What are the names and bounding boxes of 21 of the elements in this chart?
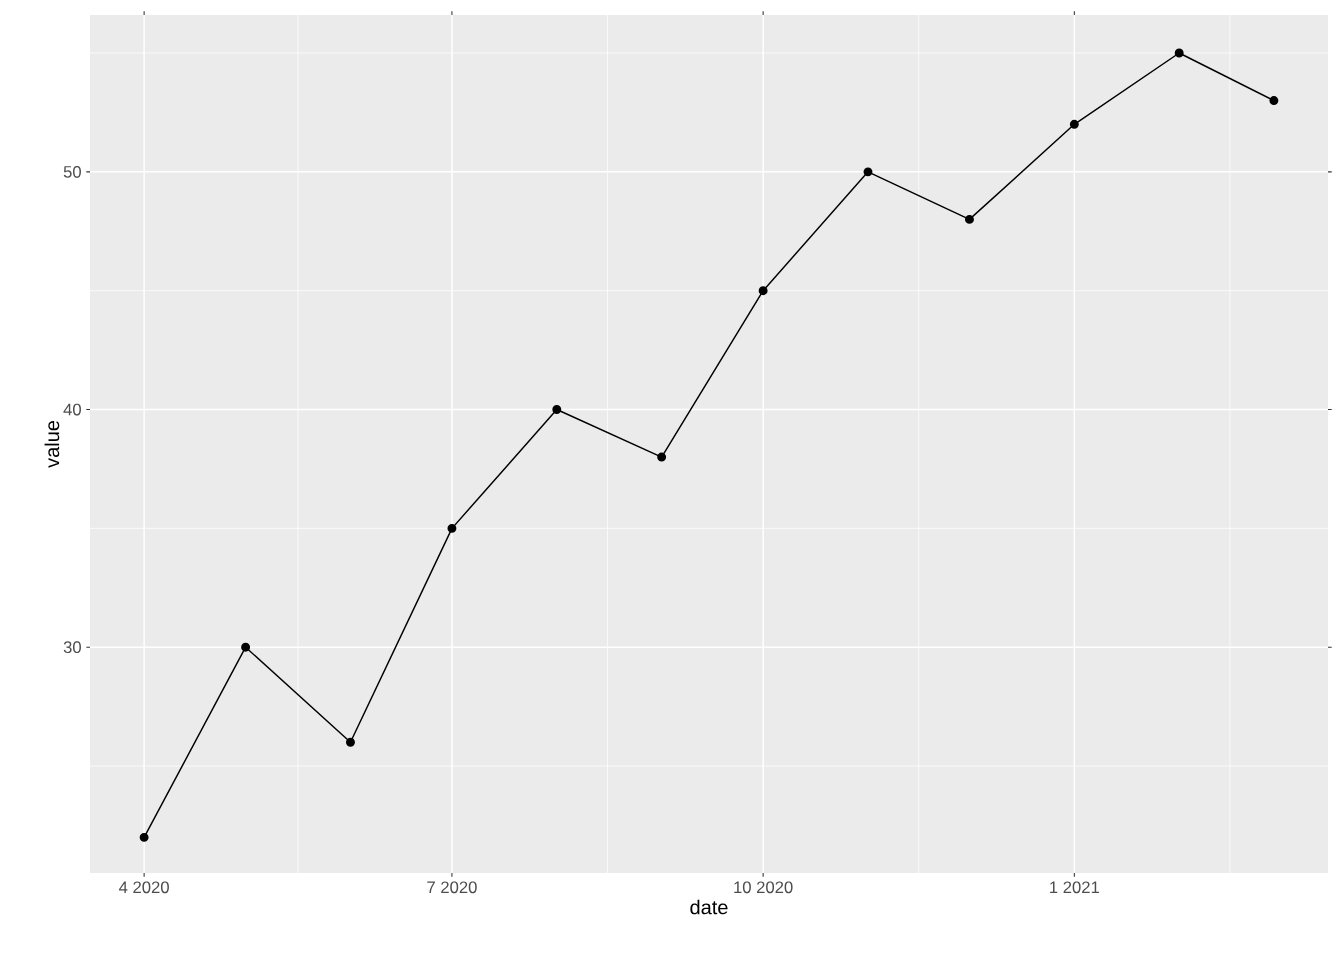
point <box>965 214 974 224</box>
y-tick-label: 50 <box>63 165 81 178</box>
point <box>1069 119 1079 129</box>
point <box>657 452 667 462</box>
x-tick-label: 4 2020 <box>119 881 169 894</box>
x-axis-title: date <box>690 899 728 915</box>
x-tick-label: 7 2020 <box>427 881 477 894</box>
y-tick-label: 40 <box>63 403 81 416</box>
point <box>863 167 873 177</box>
point <box>1269 96 1279 106</box>
point <box>1174 48 1184 58</box>
point <box>345 737 355 747</box>
x-tick-label: 10 2020 <box>734 881 793 894</box>
point <box>447 523 457 533</box>
point <box>241 642 251 652</box>
x-tick-label: 1 2021 <box>1050 881 1099 894</box>
point <box>552 405 562 414</box>
y-axis-title: value <box>44 420 60 468</box>
point <box>139 832 149 842</box>
y-tick-label: 30 <box>63 641 81 654</box>
point <box>758 286 768 296</box>
